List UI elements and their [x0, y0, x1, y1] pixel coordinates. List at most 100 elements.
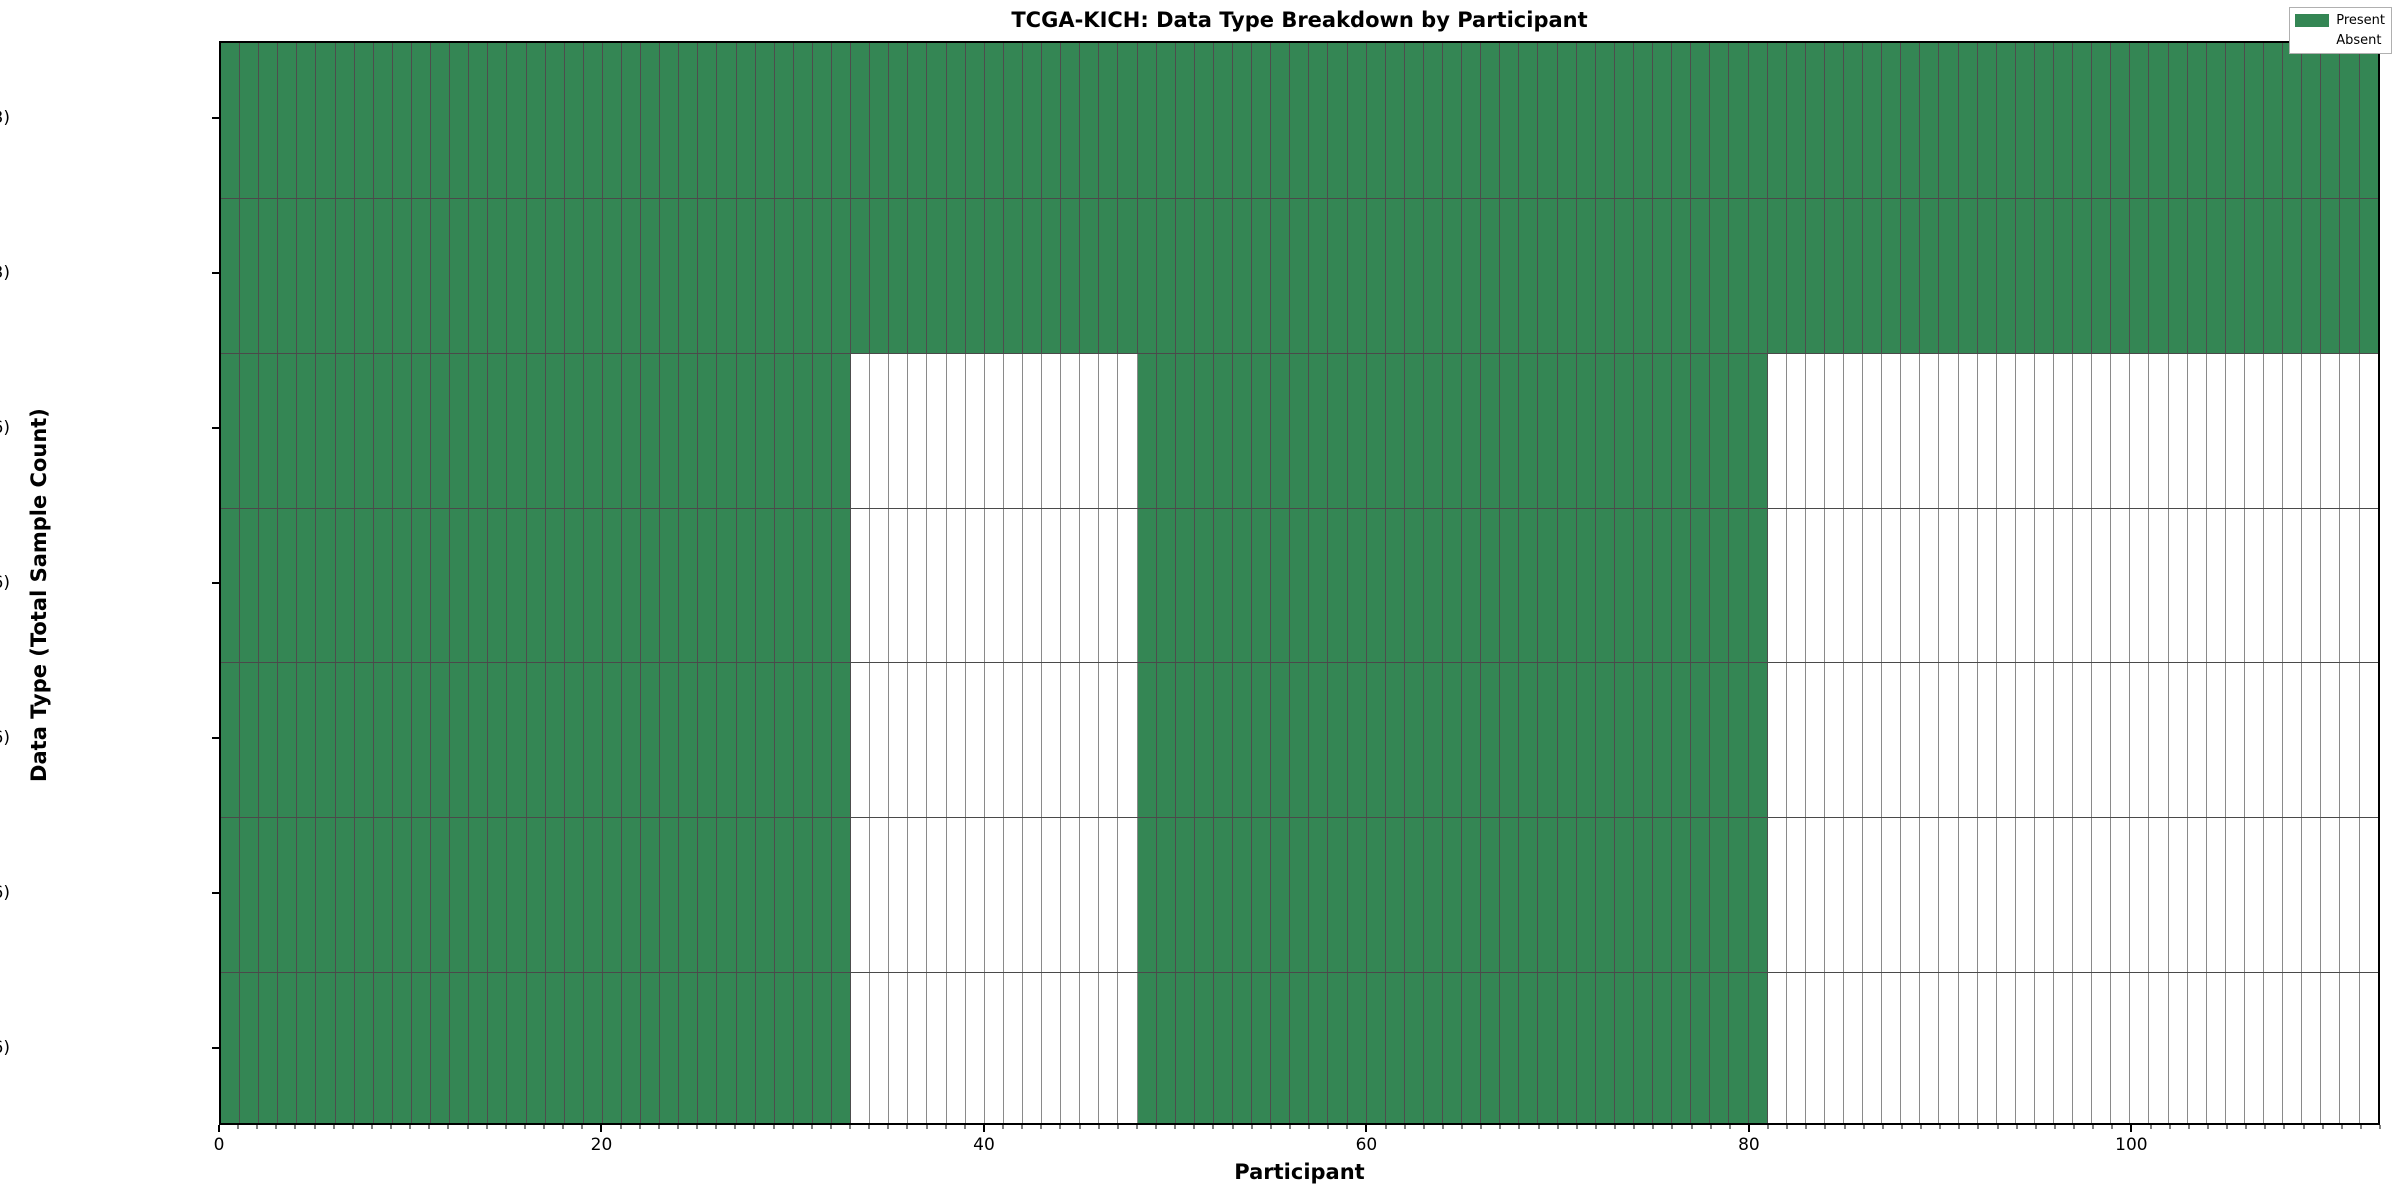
- heatmap-cell: [927, 197, 947, 353]
- heatmap-cell: [1939, 817, 1959, 973]
- heatmap-cell: [870, 197, 890, 353]
- heatmap-cell: [1824, 352, 1844, 508]
- heatmap-cell: [1805, 352, 1825, 508]
- heatmap-cell: [1614, 972, 1634, 1123]
- heatmap-cell: [698, 197, 718, 353]
- heatmap-cell: [1595, 43, 1615, 198]
- x-minor-tick-mark: [1193, 1125, 1195, 1129]
- heatmap-cell: [354, 817, 374, 973]
- heatmap-cell: [2187, 662, 2207, 818]
- heatmap-cell: [1538, 197, 1558, 353]
- heatmap-cell: [1500, 197, 1520, 353]
- heatmap-cell: [1061, 197, 1081, 353]
- heatmap-cell: [469, 972, 489, 1123]
- heatmap-cell: [1710, 43, 1730, 198]
- heatmap-cell: [1099, 352, 1119, 508]
- heatmap-cell: [641, 197, 661, 353]
- x-tick-label: 100: [2115, 1135, 2148, 1155]
- heatmap-cell: [2340, 817, 2360, 973]
- heatmap-cell: [526, 972, 546, 1123]
- heatmap-cell: [2283, 817, 2303, 973]
- heatmap-cell: [1080, 352, 1100, 508]
- heatmap-cell: [1977, 662, 1997, 818]
- heatmap-cell: [221, 352, 241, 508]
- heatmap-cell: [1557, 972, 1577, 1123]
- heatmap-cell: [2283, 197, 2303, 353]
- heatmap-cell: [2244, 972, 2265, 1123]
- heatmap-cell: [1042, 817, 1062, 973]
- heatmap-cell: [1118, 43, 1138, 198]
- heatmap-cell: [2168, 352, 2188, 508]
- heatmap-cell: [1481, 817, 1501, 973]
- x-minor-tick-mark: [600, 1125, 602, 1129]
- heatmap-cell: [1843, 662, 1864, 818]
- heatmap-cell: [1118, 507, 1138, 663]
- heatmap-cell: [2244, 197, 2265, 353]
- heatmap-cell: [1061, 662, 1081, 818]
- heatmap-cell: [240, 662, 260, 818]
- x-minor-tick-mark: [275, 1125, 277, 1129]
- heatmap-cell: [1500, 43, 1520, 198]
- x-minor-tick-mark: [1997, 1125, 1999, 1129]
- heatmap-cell: [1614, 507, 1634, 663]
- heatmap-cell: [1519, 352, 1539, 508]
- heatmap-cell: [1080, 43, 1100, 198]
- x-minor-tick-mark: [1308, 1125, 1310, 1129]
- heatmap-cell: [2168, 43, 2188, 198]
- heatmap-cell: [1958, 662, 1978, 818]
- heatmap-cell: [1232, 352, 1253, 508]
- x-minor-tick-mark: [2169, 1125, 2171, 1129]
- heatmap-cell: [431, 197, 451, 353]
- heatmap-cell: [602, 507, 622, 663]
- heatmap-cell: [1366, 662, 1386, 818]
- heatmap-cell: [411, 197, 432, 353]
- heatmap-cell: [1061, 352, 1081, 508]
- heatmap-cell: [2264, 43, 2284, 198]
- heatmap-cell: [1003, 817, 1023, 973]
- heatmap-cell: [2187, 352, 2207, 508]
- heatmap-cell: [1614, 197, 1634, 353]
- heatmap-cell: [1423, 507, 1443, 663]
- heatmap-cell: [870, 972, 890, 1123]
- heatmap-cell: [1271, 43, 1291, 198]
- heatmap-cell: [1786, 972, 1806, 1123]
- x-minor-tick-mark: [1499, 1125, 1501, 1129]
- heatmap-cell: [1462, 972, 1482, 1123]
- heatmap-cell: [354, 352, 374, 508]
- heatmap-cell: [1633, 817, 1654, 973]
- heatmap-cell: [1175, 197, 1195, 353]
- heatmap-cell: [1042, 507, 1062, 663]
- heatmap-cell: [278, 817, 298, 973]
- heatmap-cell: [1748, 972, 1768, 1123]
- heatmap-cell: [1099, 972, 1119, 1123]
- heatmap-cell: [812, 352, 832, 508]
- heatmap-cell: [488, 507, 508, 663]
- heatmap-cell: [984, 507, 1004, 663]
- x-minor-tick-mark: [1844, 1125, 1846, 1129]
- x-minor-tick-mark: [1633, 1125, 1635, 1129]
- heatmap-cell: [240, 507, 260, 663]
- heatmap-cell: [1557, 662, 1577, 818]
- heatmap-cell: [2073, 507, 2093, 663]
- heatmap-cell: [2302, 817, 2322, 973]
- heatmap-cell: [564, 352, 584, 508]
- x-minor-tick-mark: [562, 1125, 564, 1129]
- heatmap-cell: [1366, 817, 1386, 973]
- x-minor-tick-mark: [2360, 1125, 2362, 1129]
- heatmap-cell: [812, 197, 832, 353]
- heatmap-cell: [679, 972, 699, 1123]
- heatmap-cell: [1003, 662, 1023, 818]
- heatmap-cell: [1404, 662, 1424, 818]
- heatmap-cell: [450, 43, 470, 198]
- heatmap-cell: [2302, 972, 2322, 1123]
- y-tick-label-bcr: BCR (113): [0, 108, 10, 129]
- heatmap-cell: [2340, 507, 2360, 663]
- x-minor-tick-mark: [1480, 1125, 1482, 1129]
- x-minor-tick-mark: [792, 1125, 794, 1129]
- heatmap-cell: [1252, 197, 1272, 353]
- heatmap-cell: [1863, 197, 1883, 353]
- heatmap-cell: [774, 972, 794, 1123]
- heatmap-cell: [774, 817, 794, 973]
- heatmap-cell: [469, 507, 489, 663]
- heatmap-cell: [1385, 43, 1405, 198]
